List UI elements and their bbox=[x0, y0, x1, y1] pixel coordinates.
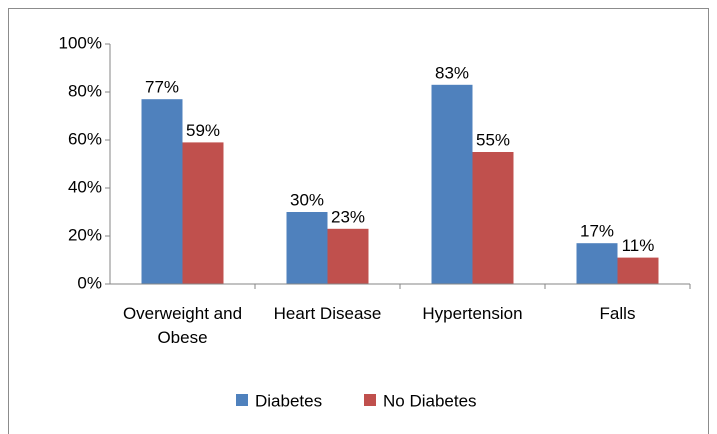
legend-swatch bbox=[364, 394, 376, 406]
data-label: 55% bbox=[476, 130, 510, 149]
y-tick-label: 80% bbox=[68, 81, 102, 100]
y-tick-label: 40% bbox=[68, 177, 102, 196]
data-label: 17% bbox=[580, 222, 614, 241]
data-label: 11% bbox=[622, 236, 655, 255]
bar bbox=[182, 142, 224, 284]
legend-swatch bbox=[236, 394, 248, 406]
chart-frame bbox=[8, 8, 709, 434]
bar bbox=[327, 228, 369, 284]
bar bbox=[472, 152, 514, 284]
x-tick-label: Overweight and Obese bbox=[122, 304, 243, 347]
y-tick-label: 60% bbox=[68, 129, 102, 148]
bar bbox=[576, 243, 618, 284]
legend-label: No Diabetes bbox=[383, 391, 477, 410]
data-label: 30% bbox=[290, 190, 324, 209]
legend-label: Diabetes bbox=[255, 391, 322, 410]
data-label: 83% bbox=[435, 63, 469, 82]
y-tick-label: 20% bbox=[68, 225, 102, 244]
x-tick-label: Falls bbox=[599, 304, 636, 323]
bar bbox=[431, 84, 473, 284]
bar bbox=[141, 99, 183, 284]
data-label: 59% bbox=[186, 121, 220, 140]
x-tick-label: Hypertension bbox=[422, 304, 523, 323]
bar bbox=[617, 257, 659, 284]
data-label: 23% bbox=[331, 207, 365, 226]
y-tick-label: 0% bbox=[77, 273, 102, 292]
x-tick-label: Heart Disease bbox=[273, 304, 382, 323]
data-label: 77% bbox=[145, 78, 179, 97]
bar bbox=[286, 212, 328, 284]
y-tick-label: 100% bbox=[59, 33, 102, 52]
